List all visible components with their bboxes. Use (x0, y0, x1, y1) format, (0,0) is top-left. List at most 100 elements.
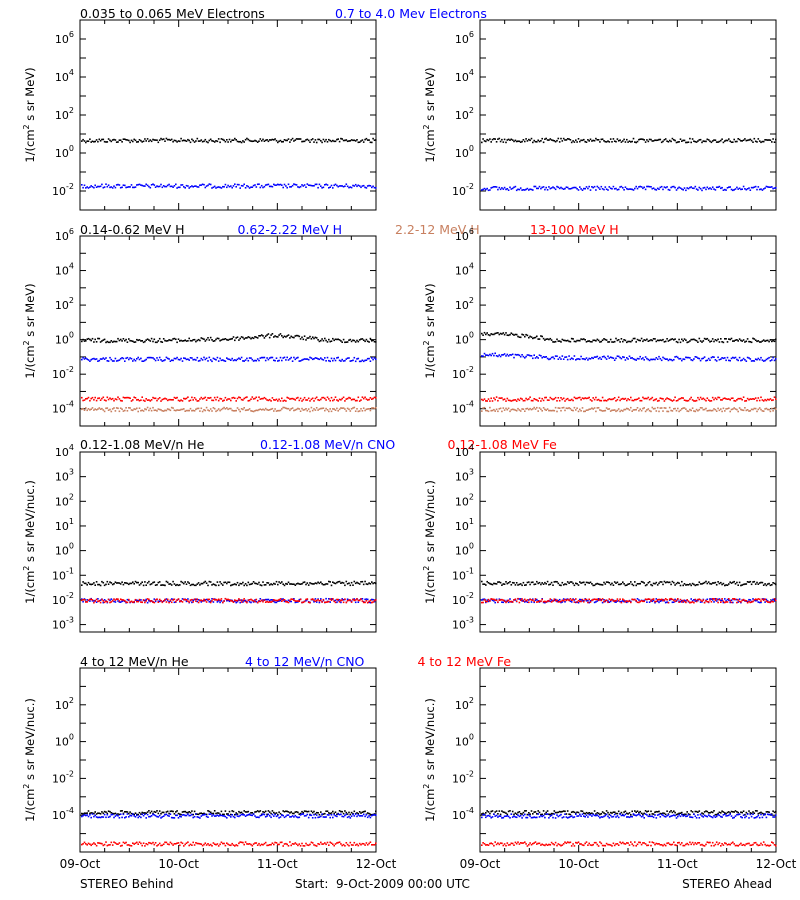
data-point (530, 599, 533, 601)
data-point (636, 357, 639, 360)
data-point (243, 397, 245, 400)
data-point (491, 186, 494, 189)
data-point (90, 358, 92, 361)
data-point (298, 186, 301, 189)
data-point (268, 398, 271, 401)
data-point (286, 335, 288, 337)
data-point (146, 843, 149, 846)
y-tick-label: 101 (55, 517, 74, 533)
data-point (483, 187, 486, 190)
data-point (635, 584, 637, 587)
data-point (201, 359, 204, 361)
data-point (518, 598, 521, 600)
data-point (698, 337, 701, 340)
data-point (321, 407, 323, 410)
data-point (340, 582, 342, 584)
data-point (282, 140, 284, 143)
data-point (216, 337, 219, 340)
data-point (268, 811, 271, 813)
data-point (309, 141, 311, 143)
data-point (95, 341, 98, 343)
y-tick-label: 10-4 (52, 400, 74, 416)
data-point (152, 340, 154, 343)
data-point (354, 183, 357, 186)
data-point (603, 581, 605, 584)
data-point (666, 358, 668, 360)
data-point (341, 358, 343, 361)
data-point (674, 600, 676, 603)
data-point (713, 398, 715, 401)
data-point (129, 844, 131, 847)
data-point (252, 843, 255, 845)
data-point (552, 600, 554, 602)
data-point (124, 138, 126, 140)
data-point (293, 598, 295, 600)
data-point (81, 358, 83, 361)
data-point (552, 356, 554, 358)
data-point (361, 811, 364, 813)
y-tick-label: 10-3 (452, 616, 474, 632)
data-point (681, 408, 683, 410)
data-point (330, 599, 333, 601)
data-point (682, 358, 684, 360)
data-point (515, 409, 518, 412)
data-point (337, 185, 339, 188)
series-0-7-to-4-0-mev-electrons (81, 183, 377, 189)
data-point (752, 141, 754, 143)
data-point (674, 139, 676, 142)
data-point (247, 409, 250, 411)
data-point (160, 599, 162, 602)
data-point (634, 358, 636, 361)
data-point (775, 358, 777, 360)
data-point (644, 356, 647, 358)
data-point (619, 186, 621, 188)
data-point (150, 140, 153, 143)
data-point (753, 137, 756, 140)
data-point (322, 407, 325, 409)
data-point (365, 598, 368, 600)
data-point (258, 183, 260, 185)
data-point (256, 583, 259, 585)
data-point (220, 810, 223, 813)
data-point (698, 186, 701, 189)
data-point (205, 399, 208, 401)
data-point (239, 410, 241, 413)
data-point (173, 396, 176, 399)
data-point (126, 396, 129, 399)
data-point (336, 357, 338, 359)
data-point (481, 141, 483, 144)
data-point (146, 811, 149, 813)
data-point (158, 397, 161, 399)
data-point (110, 140, 113, 143)
data-point (740, 339, 742, 342)
data-point (544, 408, 546, 411)
data-point (526, 140, 529, 142)
data-point (348, 396, 350, 399)
data-point (694, 600, 697, 602)
data-point (526, 599, 529, 601)
data-point (299, 814, 302, 816)
data-point (549, 138, 552, 140)
data-point (309, 184, 311, 187)
data-point (145, 843, 147, 845)
data-point (713, 340, 715, 343)
data-point (81, 140, 83, 142)
data-point (651, 358, 654, 361)
data-point (530, 581, 533, 584)
data-point (537, 600, 539, 602)
data-point (524, 410, 526, 412)
data-point (581, 598, 584, 601)
data-point (619, 598, 621, 600)
data-point (521, 598, 523, 600)
data-point (706, 598, 709, 601)
data-point (201, 813, 204, 815)
data-point (503, 138, 506, 141)
data-point (720, 338, 722, 340)
data-point (179, 140, 181, 143)
data-point (524, 335, 526, 338)
data-point (196, 137, 199, 140)
data-point (597, 186, 600, 189)
data-point (124, 811, 126, 813)
data-point (329, 399, 331, 402)
data-point (158, 842, 161, 845)
